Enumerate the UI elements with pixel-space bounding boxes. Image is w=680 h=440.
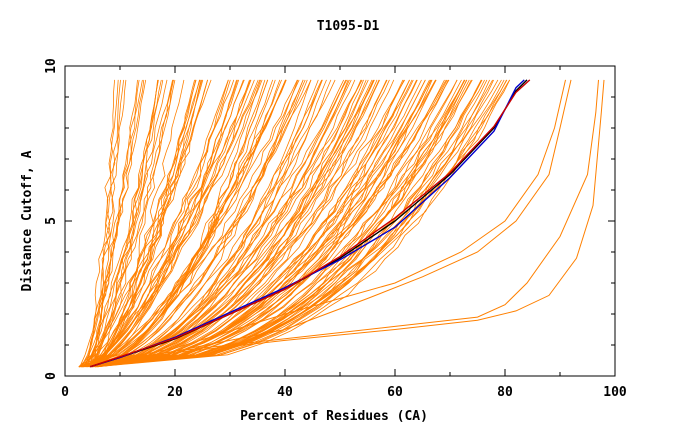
bulk-series-line: [80, 79, 505, 368]
bulk-series-line: [89, 79, 176, 367]
bulk-series-line: [83, 79, 367, 368]
bulk-series-line: [85, 79, 162, 367]
bulk-series-line: [82, 79, 375, 368]
bulk-series-line: [90, 79, 388, 368]
x-tick-label: 100: [603, 385, 627, 400]
bulk-series-line: [83, 79, 502, 368]
bulk-series-line: [90, 79, 417, 368]
bulk-series-line: [91, 79, 466, 368]
bulk-series-line: [81, 79, 508, 368]
x-tick-label: 0: [61, 385, 69, 400]
outlier-series-line: [81, 79, 572, 368]
bulk-series-line: [81, 79, 380, 368]
bulk-series-line: [78, 79, 212, 367]
bulk-series-line: [89, 79, 140, 367]
bulk-series-line: [83, 79, 363, 368]
bulk-series-line: [79, 79, 147, 367]
bulk-series-line: [87, 79, 364, 368]
bulk-series-line: [89, 79, 138, 367]
bulk-series-line: [91, 79, 418, 368]
bulk-series-line: [86, 79, 255, 368]
bulk-series-line: [93, 79, 268, 368]
bulk-series-line: [79, 79, 263, 368]
bulk-series-line: [85, 79, 373, 368]
bulk-series-line: [91, 79, 430, 368]
bulk-series-line: [89, 79, 203, 368]
bulk-series-line: [92, 79, 390, 368]
bulk-series-line: [86, 79, 507, 368]
bulk-series-line: [81, 79, 426, 368]
y-tick-label: 10: [44, 58, 59, 74]
bulk-series-line: [83, 79, 468, 368]
bulk-series-line: [87, 79, 250, 368]
bulk-series-line: [84, 79, 300, 368]
bulk-series-line: [80, 79, 145, 367]
outlier-curves: [78, 79, 605, 368]
x-tick-label: 40: [277, 385, 293, 400]
bulk-series-line: [89, 79, 356, 368]
bulk-series-line: [86, 79, 448, 368]
bulk-series-line: [96, 79, 473, 368]
highlight-curves: [90, 79, 531, 368]
bulk-series-line: [86, 79, 304, 368]
bulk-series-line: [85, 79, 287, 368]
y-tick-label: 5: [44, 217, 59, 225]
chart-title: T1095-D1: [317, 19, 380, 34]
bulk-series-line: [86, 79, 306, 368]
bulk-curves: [78, 79, 511, 368]
bulk-series-line: [91, 79, 168, 367]
bulk-series-line: [97, 79, 511, 368]
bulk-series-line: [80, 79, 164, 367]
bulk-series-line: [87, 79, 229, 368]
bulk-series-line: [92, 79, 426, 368]
axis-ticks: 0 20 40 60 80 100 0 5 10: [44, 58, 627, 400]
bulk-series-line: [79, 79, 235, 368]
y-axis-label: Distance Cutoff, A: [20, 150, 35, 291]
bulk-series-line: [80, 79, 244, 368]
bulk-series-line: [82, 79, 362, 368]
bulk-series-line: [87, 79, 282, 368]
highlight-series-line: [90, 79, 531, 368]
bulk-series-line: [87, 79, 308, 368]
bulk-series-line: [90, 79, 395, 368]
bulk-series-line: [97, 79, 327, 368]
bulk-series-line: [90, 79, 208, 368]
bulk-series-line: [95, 79, 414, 368]
bulk-series-line: [91, 79, 245, 368]
x-tick-label: 80: [497, 385, 513, 400]
bulk-series-line: [79, 79, 347, 368]
bulk-series-line: [93, 79, 336, 368]
bulk-series-line: [89, 79, 204, 368]
bulk-series-line: [88, 79, 345, 368]
bulk-series-line: [80, 79, 482, 368]
bulk-series-line: [85, 79, 173, 367]
x-axis-label: Percent of Residues (CA): [240, 409, 428, 424]
bulk-series-line: [92, 79, 458, 368]
bulk-series-line: [93, 79, 185, 367]
outlier-series-line: [78, 79, 599, 368]
bulk-series-line: [91, 79, 348, 368]
bulk-series-line: [97, 79, 174, 367]
x-tick-label: 60: [387, 385, 403, 400]
bulk-series-line: [96, 79, 410, 368]
bulk-series-line: [90, 79, 286, 368]
bulk-series-line: [97, 79, 274, 368]
bulk-series-line: [79, 79, 197, 368]
bulk-series-line: [91, 79, 494, 368]
bulk-series-line: [96, 79, 158, 367]
bulk-series-line: [95, 79, 490, 368]
bulk-series-line: [91, 79, 229, 368]
y-tick-label: 0: [44, 372, 59, 380]
x-tick-label: 20: [167, 385, 183, 400]
outlier-series-line: [78, 79, 605, 368]
bulk-series-line: [84, 79, 127, 367]
bulk-series-line: [96, 79, 458, 368]
bulk-series-line: [87, 79, 445, 368]
bulk-series-line: [82, 79, 174, 367]
outlier-series-line: [81, 79, 566, 368]
